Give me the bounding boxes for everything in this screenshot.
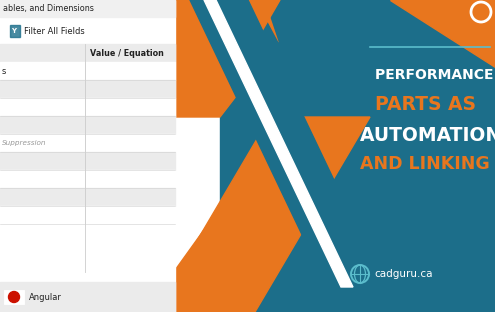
Polygon shape	[155, 117, 370, 312]
Polygon shape	[195, 0, 390, 252]
Text: Filter All Fields: Filter All Fields	[24, 27, 85, 36]
Bar	[0, 0, 175, 17]
Polygon shape	[10, 0, 310, 117]
Text: AUTOMATION EQ: AUTOMATION EQ	[360, 125, 495, 144]
Polygon shape	[265, 0, 495, 312]
Bar	[220, 0, 495, 312]
Polygon shape	[204, 0, 353, 287]
Text: Suppression: Suppression	[2, 140, 47, 146]
Bar	[0, 80, 175, 98]
Polygon shape	[330, 252, 495, 312]
Text: cadguru.ca: cadguru.ca	[374, 269, 433, 279]
Bar	[0, 152, 175, 170]
Text: Value / Equation: Value / Equation	[90, 48, 164, 57]
Bar	[0, 170, 175, 188]
Bar	[6, 22, 168, 40]
Bar	[10, 25, 20, 37]
Polygon shape	[390, 0, 495, 67]
Circle shape	[465, 0, 495, 28]
Bar	[4, 290, 24, 304]
Bar	[0, 134, 175, 152]
Bar	[0, 188, 175, 206]
Bar	[0, 62, 175, 80]
Polygon shape	[210, 0, 357, 252]
Text: Angular: Angular	[29, 293, 62, 301]
Bar	[0, 98, 175, 116]
Text: Y: Y	[11, 28, 16, 34]
Polygon shape	[330, 0, 495, 312]
Text: PARTS AS: PARTS AS	[375, 95, 476, 115]
Text: AND LINKING DIM: AND LINKING DIM	[360, 155, 495, 173]
Bar	[0, 44, 175, 62]
Bar	[0, 0, 175, 312]
Polygon shape	[190, 0, 385, 287]
Circle shape	[8, 291, 19, 303]
Bar	[365, 0, 495, 312]
Text: ables, and Dimensions: ables, and Dimensions	[3, 3, 94, 12]
Text: s: s	[2, 66, 6, 76]
Polygon shape	[145, 117, 380, 312]
Polygon shape	[15, 0, 280, 112]
Text: PERFORMANCE H: PERFORMANCE H	[375, 68, 495, 82]
Bar	[0, 116, 175, 134]
Polygon shape	[330, 0, 495, 312]
Bar	[0, 206, 175, 224]
Bar	[0, 282, 175, 312]
